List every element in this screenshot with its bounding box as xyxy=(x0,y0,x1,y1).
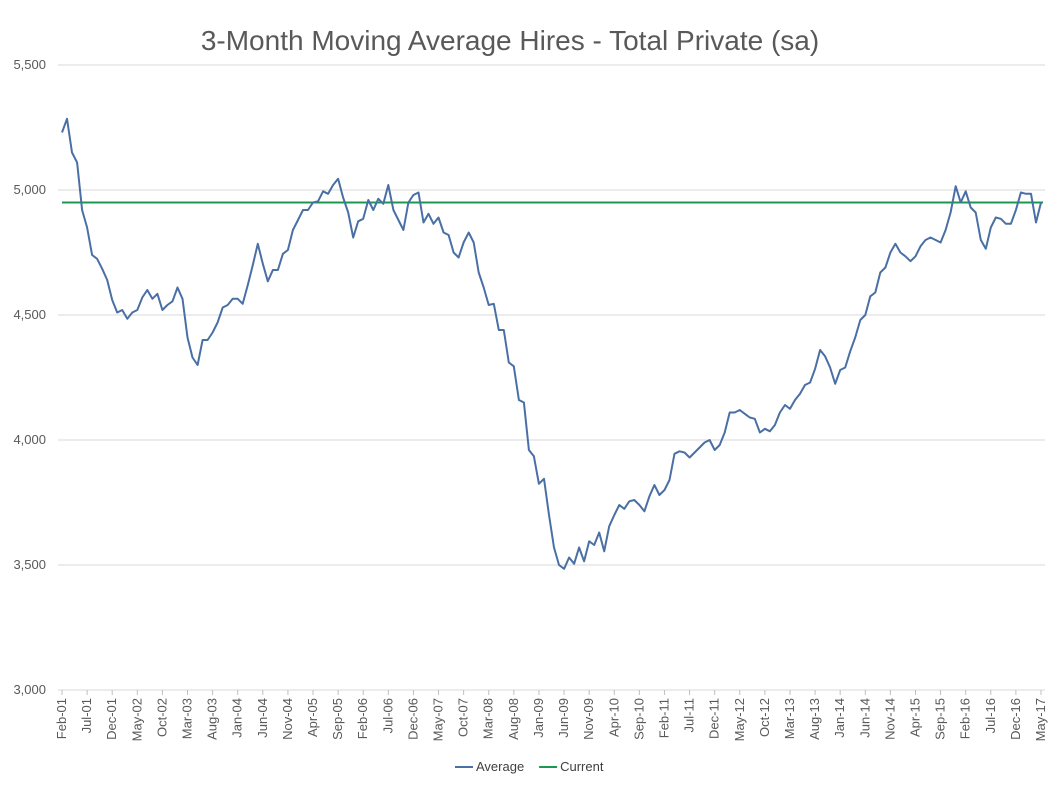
x-tick-label: Oct-07 xyxy=(456,698,471,737)
x-tick-label: Feb-11 xyxy=(656,698,671,738)
x-tick-label: Feb-01 xyxy=(54,698,69,739)
x-tick-label: Aug-08 xyxy=(506,698,521,740)
x-tick-label: Apr-05 xyxy=(305,698,320,737)
x-tick-label: Jan-09 xyxy=(531,698,546,738)
legend-label: Average xyxy=(476,759,524,774)
x-tick-label: Feb-06 xyxy=(355,698,370,739)
y-tick-label: 4,000 xyxy=(13,432,46,447)
x-tick-label: Jul-06 xyxy=(380,698,395,733)
x-tick-label: Aug-03 xyxy=(205,698,220,740)
y-tick-label: 3,000 xyxy=(13,682,46,697)
legend: Average Current xyxy=(455,759,604,774)
x-tick-label: Nov-09 xyxy=(581,698,596,740)
x-tick-label: Jul-16 xyxy=(983,698,998,733)
x-tick-label: Jul-01 xyxy=(79,698,94,733)
x-tick-label: Apr-15 xyxy=(907,698,922,737)
x-tick-label: Dec-06 xyxy=(405,698,420,740)
x-tick-label: Mar-03 xyxy=(180,698,195,739)
legend-label: Current xyxy=(560,759,604,774)
series-lines xyxy=(61,117,1043,570)
x-tick-label: Sep-10 xyxy=(631,698,646,740)
x-tick-label: Apr-10 xyxy=(606,698,621,737)
x-tick-label: Jan-04 xyxy=(230,698,245,738)
x-tick-label: Oct-02 xyxy=(154,698,169,737)
series-average-line xyxy=(61,117,1042,570)
x-tick-label: Jun-04 xyxy=(255,698,270,738)
x-tick-label: May-02 xyxy=(129,698,144,741)
x-tick-label: Jun-14 xyxy=(857,698,872,738)
x-tick-label: Jan-14 xyxy=(832,698,847,738)
x-tick-label: Oct-12 xyxy=(757,698,772,737)
x-tick-label: Feb-16 xyxy=(958,698,973,739)
x-tick-label: Dec-01 xyxy=(104,698,119,740)
x-tick-label: May-17 xyxy=(1033,698,1048,741)
y-tick-label: 5,000 xyxy=(13,182,46,197)
y-tick-label: 4,500 xyxy=(13,307,46,322)
x-tick-label: Mar-13 xyxy=(782,698,797,739)
x-tick-label: Dec-11 xyxy=(707,698,722,739)
x-tick-label: Jun-09 xyxy=(556,698,571,738)
chart-title: 3-Month Moving Average Hires - Total Pri… xyxy=(201,25,819,56)
y-tick-label: 3,500 xyxy=(13,557,46,572)
x-tick-label: Dec-16 xyxy=(1008,698,1023,740)
x-tick-label: Nov-04 xyxy=(280,698,295,740)
gridlines xyxy=(58,64,1045,691)
x-tick-label: Aug-13 xyxy=(807,698,822,740)
x-tick-label: Sep-05 xyxy=(330,698,345,740)
y-tick-label: 5,500 xyxy=(13,57,46,72)
x-tick-label: May-12 xyxy=(732,698,747,741)
x-tick-label: May-07 xyxy=(431,698,446,741)
x-axis: Feb-01 Jul-01 Dec-01 May-02 Oct-02 Mar-03 Aug-… xyxy=(54,689,1048,741)
x-tick-label: Sep-15 xyxy=(933,698,948,740)
x-tick-label: Nov-14 xyxy=(882,698,897,740)
y-axis: 3,000 3,500 4,000 4,500 5,000 5,500 xyxy=(13,57,46,697)
x-tick-label: Jul-11 xyxy=(682,698,697,732)
x-tick-label: Mar-08 xyxy=(481,698,496,739)
